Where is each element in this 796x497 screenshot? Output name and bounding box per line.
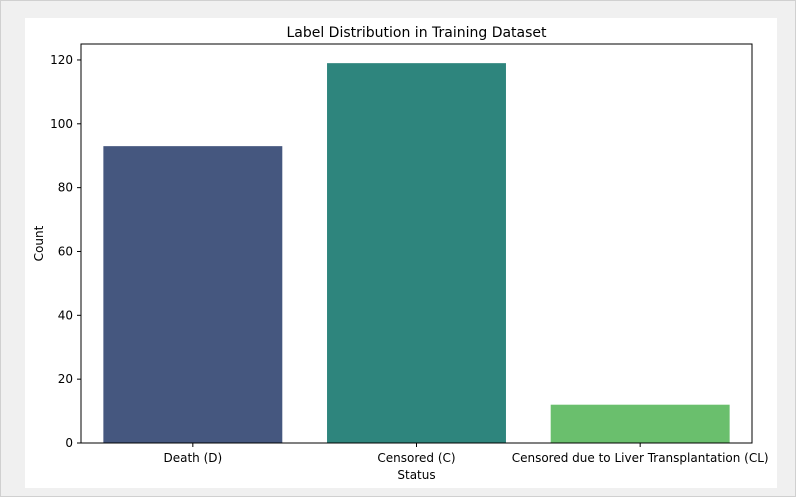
y-tick-label: 0 — [65, 436, 73, 450]
chart-title: Label Distribution in Training Dataset — [286, 25, 547, 41]
bar-chart: Label Distribution in Training Dataset 0… — [32, 25, 769, 482]
x-tick-label: Death (D) — [163, 451, 222, 465]
x-axis-title: Status — [397, 468, 435, 482]
y-tick-label: 80 — [58, 181, 73, 195]
bar-0 — [103, 146, 283, 444]
bar-2 — [550, 404, 730, 443]
x-tick-label: Censored due to Liver Transplantation (C… — [512, 451, 769, 465]
bar-1 — [327, 63, 506, 443]
figure-canvas: Label Distribution in Training Dataset 0… — [25, 18, 777, 488]
y-tick-label: 60 — [58, 244, 73, 258]
x-axis: Death (D) Censored (C) Censored due to Liv… — [163, 443, 769, 465]
y-tick-label: 20 — [58, 372, 73, 386]
bars-group — [103, 63, 730, 444]
plot-area-frame — [80, 43, 753, 444]
y-tick-label: 100 — [50, 117, 73, 131]
y-tick-label: 120 — [50, 53, 73, 67]
y-axis-title: Count — [32, 225, 46, 261]
x-tick-label: Censored (C) — [377, 451, 455, 465]
y-tick-label: 40 — [58, 308, 73, 322]
y-axis: 0 20 40 60 80 100 120 — [50, 53, 81, 450]
